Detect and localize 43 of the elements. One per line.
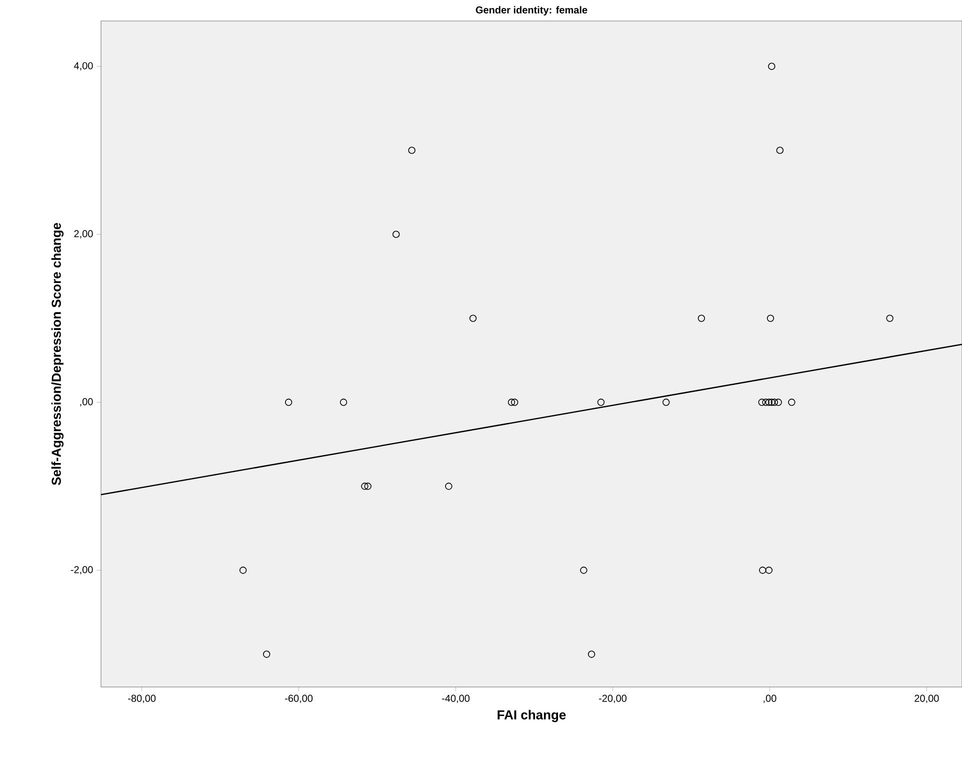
point	[361, 482, 368, 490]
point	[886, 314, 894, 322]
point	[340, 398, 348, 406]
y-tick-label: -2,00	[70, 566, 93, 574]
point	[759, 566, 766, 574]
point	[774, 398, 782, 406]
point	[408, 146, 416, 154]
point	[597, 398, 605, 406]
point	[508, 398, 516, 406]
point	[662, 398, 670, 406]
x-tick-label: -60,00	[285, 694, 313, 704]
point	[239, 566, 247, 574]
point	[765, 398, 773, 406]
point	[770, 398, 778, 406]
x-tick-label: 20,00	[914, 694, 939, 704]
point	[364, 482, 372, 490]
point	[776, 146, 784, 154]
x-tick-label: -20,00	[598, 694, 627, 704]
point	[758, 398, 766, 406]
point	[445, 482, 452, 490]
point	[588, 650, 596, 658]
point	[788, 398, 796, 406]
point	[768, 398, 776, 406]
x-tick-label: -80,00	[128, 694, 156, 704]
point	[580, 566, 588, 574]
point	[511, 398, 518, 406]
point	[392, 230, 400, 238]
point	[762, 398, 770, 406]
y-axis-title: Self-Aggression/Depression Score change	[51, 222, 64, 486]
chart-title: Gender identity: female	[476, 6, 588, 16]
x-tick-label: ,00	[764, 694, 776, 704]
point	[768, 62, 776, 70]
y-tick-label: 2,00	[74, 230, 93, 238]
point	[765, 566, 773, 574]
y-tick-label: 4,00	[74, 62, 93, 70]
point	[469, 314, 477, 322]
x-tick-label: -40,00	[442, 694, 470, 704]
point	[698, 314, 706, 322]
point	[766, 314, 774, 322]
x-axis-title: FAI change	[498, 710, 566, 722]
y-tick-label: ,00	[80, 398, 93, 406]
point	[284, 398, 292, 406]
point	[263, 650, 270, 658]
